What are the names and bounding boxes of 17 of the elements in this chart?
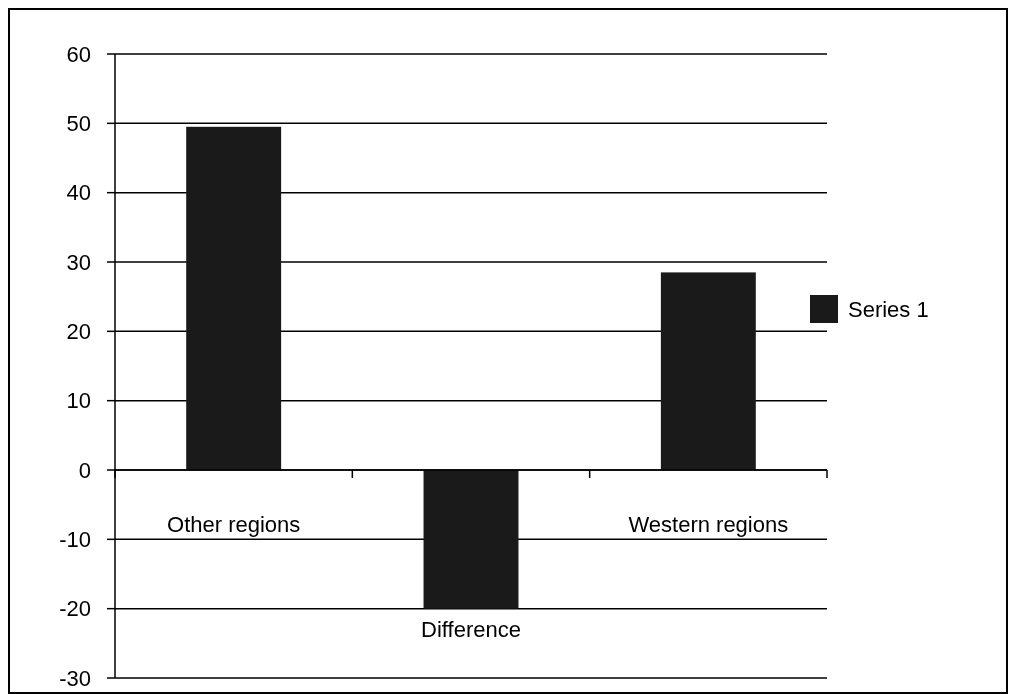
- x-tick-label: Difference: [421, 617, 521, 642]
- y-tick-label: -20: [59, 596, 91, 622]
- y-tick-label: 20: [66, 319, 91, 345]
- bar: [660, 272, 756, 470]
- y-tick-label: 40: [66, 180, 91, 206]
- x-tick-label: Other regions: [167, 512, 301, 537]
- y-tick-label: -10: [59, 527, 91, 553]
- y-tick-label: -30: [59, 665, 91, 691]
- y-tick-label: 30: [66, 249, 91, 275]
- y-tick-label: 60: [66, 41, 91, 67]
- y-tick-label: 0: [78, 457, 91, 483]
- bar: [423, 470, 519, 609]
- legend-label: Series 1: [848, 296, 929, 322]
- x-tick-label: Western regions: [628, 512, 789, 537]
- y-tick-label: 50: [66, 111, 91, 137]
- y-tick-label: 10: [66, 388, 91, 414]
- bar: [186, 126, 282, 470]
